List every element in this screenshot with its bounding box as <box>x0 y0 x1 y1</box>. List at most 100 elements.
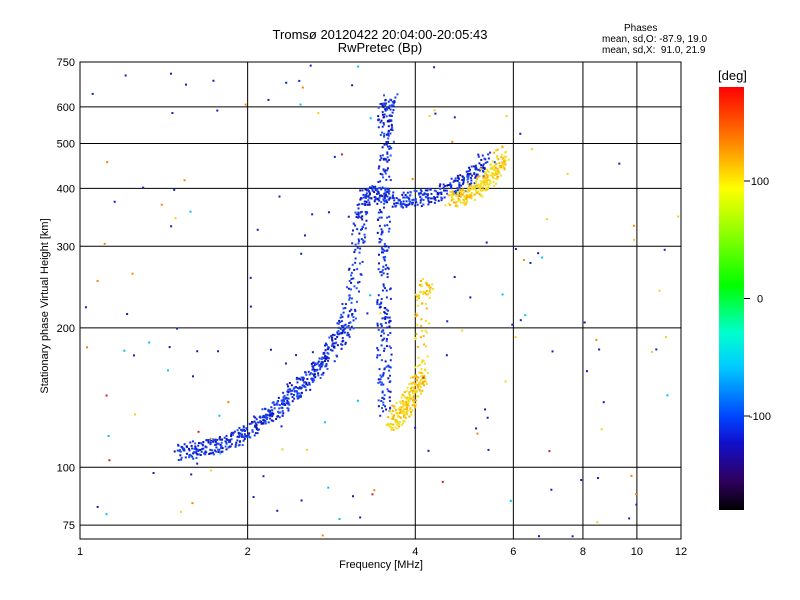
echo-point <box>429 286 432 289</box>
echo-point <box>379 134 382 137</box>
echo-point <box>395 411 398 414</box>
echo-point <box>429 188 432 191</box>
echo-point <box>338 319 341 322</box>
echo-point <box>368 186 371 189</box>
echo-point <box>286 393 289 396</box>
echo-point <box>503 160 506 163</box>
echo-point <box>416 314 419 317</box>
echo-point <box>321 356 324 359</box>
echo-point <box>215 442 218 445</box>
echo-point <box>282 412 285 415</box>
echo-point <box>380 270 383 273</box>
noise-point <box>210 438 213 441</box>
echo-point <box>202 447 205 450</box>
echo-point <box>190 444 193 447</box>
echo-point <box>484 176 487 179</box>
echo-point <box>485 176 488 179</box>
echo-point <box>422 203 425 206</box>
echo-point <box>212 453 215 456</box>
echo-point <box>286 390 289 393</box>
echo-point <box>381 131 384 134</box>
echo-point <box>414 204 417 207</box>
echo-point <box>308 381 311 384</box>
echo-point <box>393 405 396 408</box>
echo-point <box>311 373 314 376</box>
echo-point <box>384 307 387 310</box>
noise-point <box>132 354 135 357</box>
echo-point <box>483 189 486 192</box>
echo-point <box>465 196 468 199</box>
echo-point <box>442 186 445 189</box>
echo-point <box>220 450 223 453</box>
echo-point <box>427 199 430 202</box>
echo-point <box>378 306 381 309</box>
echo-point <box>397 408 400 411</box>
echo-point <box>368 193 371 196</box>
echo-point <box>405 411 408 414</box>
noise-point <box>529 261 532 264</box>
echo-point <box>484 184 487 187</box>
echo-point <box>385 245 388 248</box>
echo-point <box>381 390 384 393</box>
noise-point <box>422 376 425 379</box>
noise-point <box>602 401 605 404</box>
echo-point <box>362 241 365 244</box>
echo-point <box>385 143 388 146</box>
echo-point <box>454 191 457 194</box>
echo-point <box>341 340 344 343</box>
echo-point <box>384 405 387 408</box>
y-tick-label: 400 <box>57 183 75 195</box>
echo-point <box>397 198 400 201</box>
noise-point <box>85 346 88 349</box>
plot-frame <box>79 61 682 540</box>
echo-point <box>478 192 481 195</box>
echo-point <box>480 181 483 184</box>
echo-point <box>406 406 409 409</box>
echo-point <box>391 426 394 429</box>
echo-point <box>270 412 273 415</box>
echo-point <box>331 349 334 352</box>
echo-point <box>202 441 205 444</box>
echo-point <box>410 413 413 416</box>
echo-point <box>385 408 388 411</box>
echo-point <box>402 196 405 199</box>
echo-point <box>496 154 499 157</box>
echo-point <box>380 407 383 410</box>
echo-point <box>362 193 365 196</box>
echo-point <box>387 119 390 122</box>
echo-point <box>352 229 355 232</box>
echo-point <box>384 316 387 319</box>
echo-point <box>248 422 251 425</box>
echo-point <box>406 191 409 194</box>
echo-point <box>190 454 193 457</box>
echo-point <box>405 400 408 403</box>
echo-point <box>264 415 267 418</box>
echo-point <box>382 410 385 413</box>
echo-point <box>364 210 367 213</box>
echo-point <box>381 248 384 251</box>
echo-point <box>486 187 489 190</box>
echo-point <box>454 190 457 193</box>
echo-point <box>255 427 258 430</box>
echo-point <box>426 189 429 192</box>
echo-point <box>378 303 381 306</box>
echo-point <box>259 420 262 423</box>
echo-point <box>263 419 266 422</box>
echo-point <box>413 404 416 407</box>
echo-point <box>376 354 379 357</box>
noise-point <box>414 426 417 429</box>
echo-point <box>340 324 343 327</box>
echo-point <box>383 349 386 352</box>
echo-point <box>215 446 218 449</box>
noise-point <box>630 474 633 477</box>
echo-point <box>313 370 316 373</box>
echo-point <box>351 313 354 316</box>
echo-point <box>388 369 391 372</box>
echo-point <box>198 453 201 456</box>
echo-point <box>475 173 478 176</box>
echo-point <box>455 201 458 204</box>
echo-point <box>389 425 392 428</box>
echo-point <box>371 184 374 187</box>
echo-point <box>348 296 351 299</box>
echo-point <box>488 179 491 182</box>
